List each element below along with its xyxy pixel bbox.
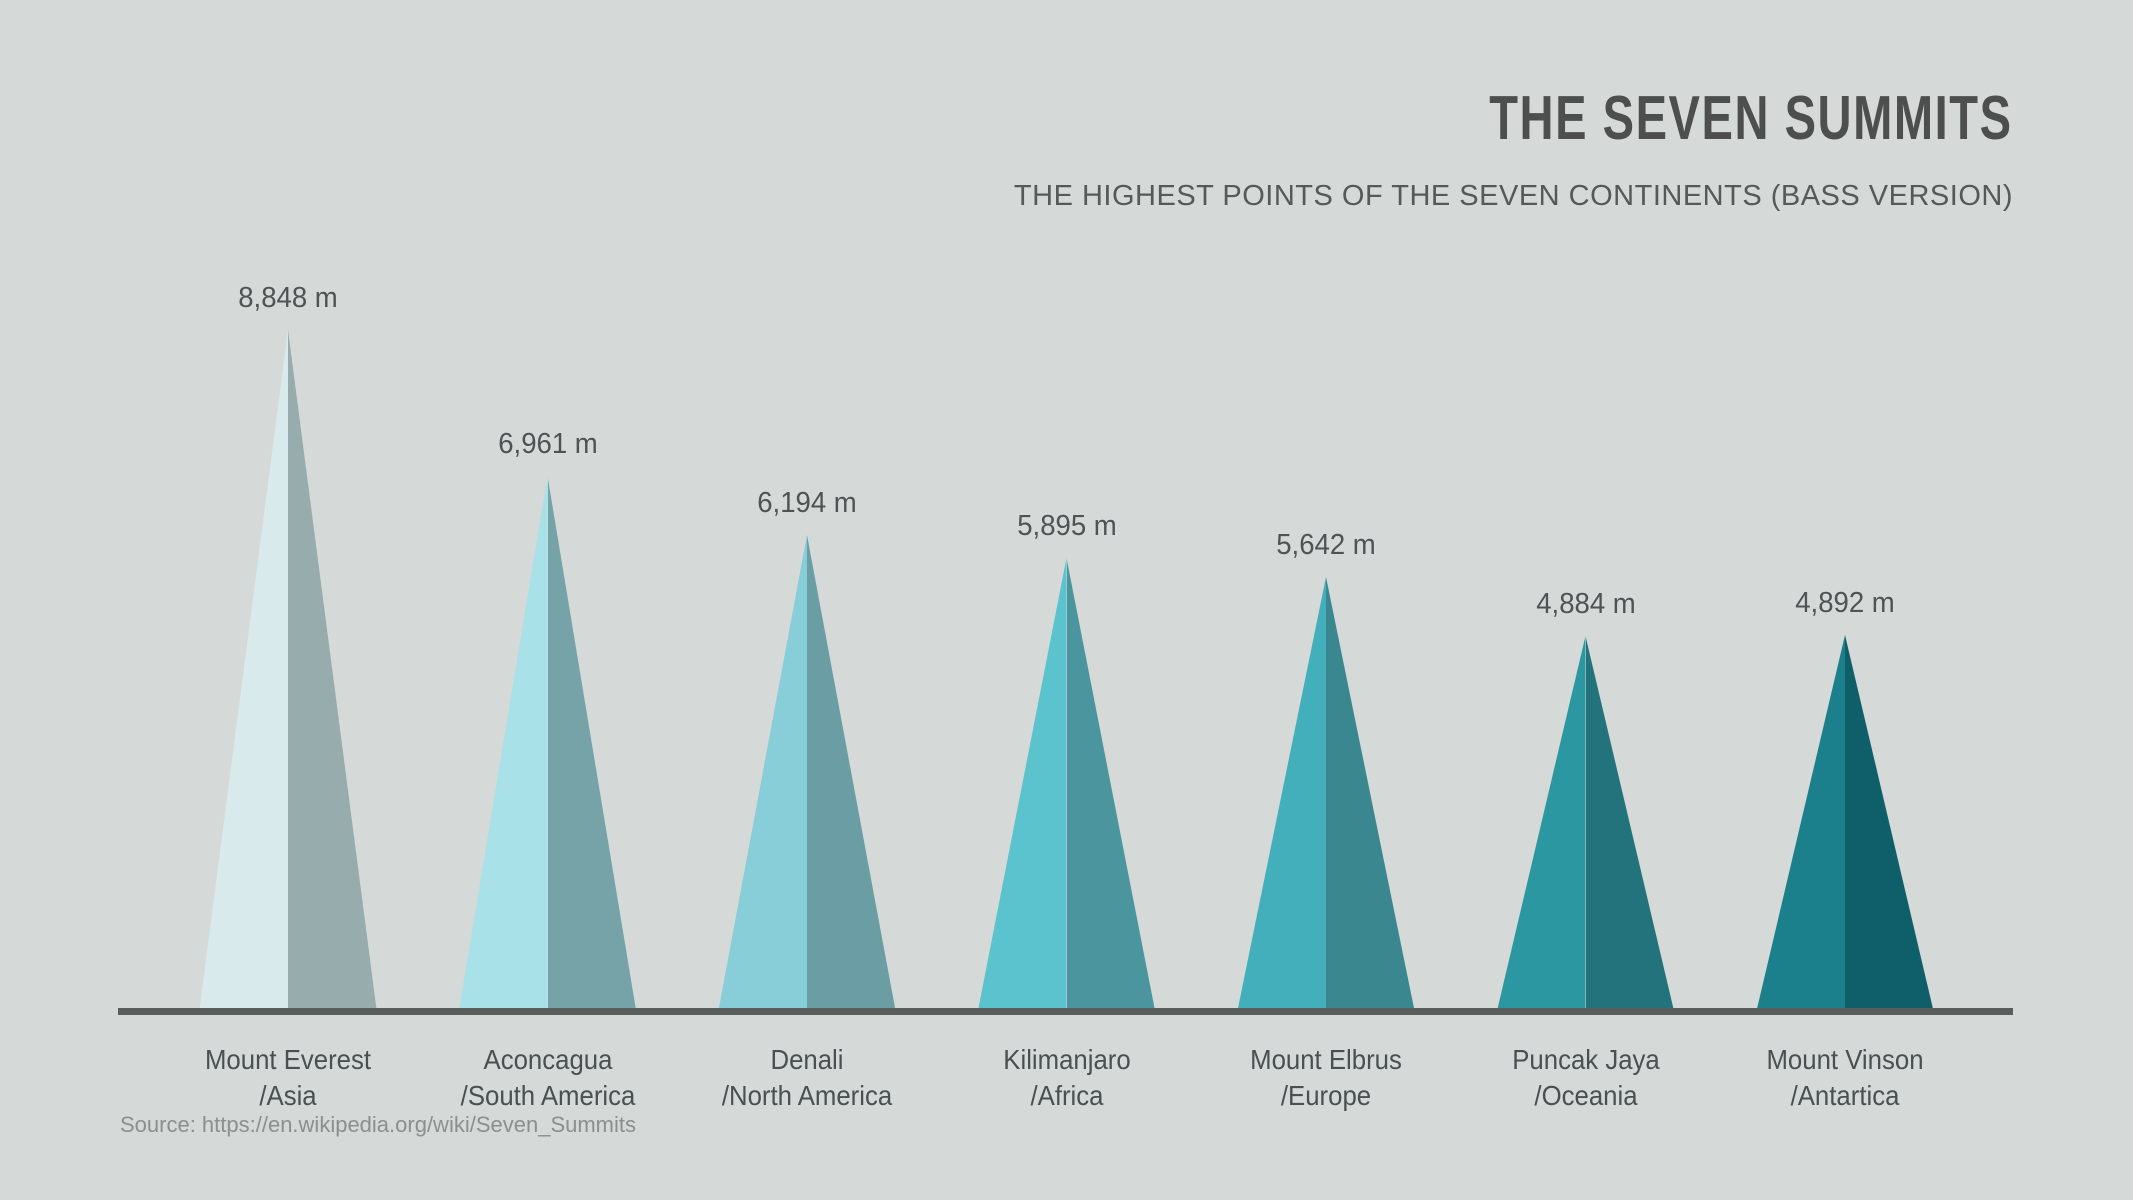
mountain-puncak-jaya-shaded-face (1585, 636, 1675, 1013)
header: THE SEVEN SUMMITS (1324, 88, 2013, 150)
elevation-label-aconcagua: 6,961 m (497, 428, 598, 460)
elevation-label-denali: 6,194 m (757, 487, 857, 519)
mountain-mount-everest-shaded-face (288, 330, 377, 1013)
mountain-mount-vinson-sunlit-face (1756, 635, 1845, 1013)
mountain-denali (718, 535, 896, 1013)
mountain-aconcagua (458, 476, 637, 1013)
mountain-mount-vinson-shaded-face (1845, 635, 1934, 1013)
mountain-name-mount-elbrus: Mount Elbrus (1250, 1044, 1402, 1075)
elevation-label-mount-elbrus: 5,642 m (1276, 529, 1376, 561)
mountain-mount-elbrus-shaded-face (1326, 577, 1415, 1013)
mountain-name-denali: Denali (770, 1044, 844, 1075)
mountain-mount-elbrus-sunlit-face (1237, 577, 1326, 1013)
mountain-name-puncak-jaya: Puncak Jaya (1511, 1044, 1660, 1075)
mountain-kilimanjaro-shaded-face (1066, 558, 1156, 1013)
continent-name-denali: /North America (721, 1080, 893, 1111)
continent-name-mount-vinson: /Antartica (1790, 1080, 1900, 1111)
elevation-label-puncak-jaya: 4,884 m (1535, 588, 1636, 620)
mountain-puncak-jaya (1496, 636, 1675, 1013)
chart-title: THE SEVEN SUMMITS (1489, 84, 2013, 153)
mountain-kilimanjaro-sunlit-face (977, 558, 1067, 1013)
mountain-name-label-aconcagua: Aconcagua/South America (400, 1042, 694, 1114)
mountain-name-aconcagua: Aconcagua (483, 1044, 612, 1075)
continent-name-aconcagua: /South America (460, 1080, 635, 1111)
mountain-denali-sunlit-face (718, 535, 807, 1013)
mountain-name-label-denali: Denali/North America (660, 1042, 954, 1114)
continent-name-kilimanjaro: /Africa (1029, 1080, 1103, 1111)
mountain-name-label-puncak-jaya: Puncak Jaya/Oceania (1438, 1042, 1732, 1114)
mountain-aconcagua-shaded-face (547, 476, 637, 1013)
continent-name-mount-elbrus: /Europe (1280, 1080, 1372, 1111)
mountain-denali-shaded-face (807, 535, 896, 1013)
mountain-aconcagua-sunlit-face (458, 476, 548, 1013)
source-note: Source: https://en.wikipedia.org/wiki/Se… (120, 1112, 637, 1137)
mountain-mount-vinson (1756, 635, 1934, 1013)
continent-name-mount-everest: /Asia (259, 1080, 317, 1111)
mountain-name-mount-everest: Mount Everest (204, 1044, 372, 1075)
elevation-label-mount-vinson: 4,892 m (1795, 587, 1895, 619)
elevation-label-kilimanjaro: 5,895 m (1016, 510, 1117, 542)
mountain-puncak-jaya-sunlit-face (1496, 636, 1586, 1013)
mountain-name-mount-vinson: Mount Vinson (1766, 1044, 1924, 1075)
mountain-name-label-mount-vinson: Mount Vinson/Antartica (1698, 1042, 1992, 1114)
mountain-name-label-mount-everest: Mount Everest/Asia (141, 1042, 435, 1114)
mountain-mount-elbrus (1237, 577, 1415, 1013)
chart-subtitle: THE HIGHEST POINTS OF THE SEVEN CONTINEN… (1013, 180, 2013, 212)
mountain-mount-everest (199, 330, 377, 1013)
mountain-kilimanjaro (977, 558, 1156, 1013)
mountain-name-label-mount-elbrus: Mount Elbrus/Europe (1179, 1042, 1473, 1114)
continent-name-puncak-jaya: /Oceania (1533, 1080, 1638, 1111)
mountain-mount-everest-sunlit-face (199, 330, 288, 1013)
mountain-name-label-kilimanjaro: Kilimanjaro/Africa (919, 1042, 1213, 1114)
mountain-name-kilimanjaro: Kilimanjaro (1002, 1044, 1131, 1075)
elevation-label-mount-everest: 8,848 m (238, 282, 338, 314)
baseline-axis (118, 1008, 2013, 1015)
